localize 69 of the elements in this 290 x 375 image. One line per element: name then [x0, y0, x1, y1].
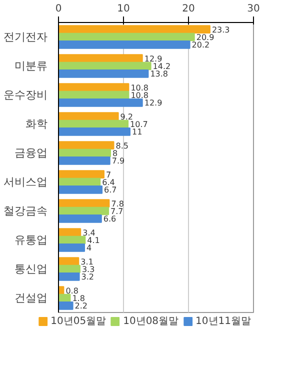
legend-label: 10년11월말 — [196, 315, 251, 328]
data-label: 12.9 — [144, 54, 162, 64]
data-label: 7 — [106, 170, 112, 180]
data-label: 10.8 — [130, 91, 149, 100]
bar — [58, 199, 110, 208]
data-label: 12.9 — [144, 98, 162, 108]
data-label: 0.8 — [66, 286, 78, 296]
bar — [58, 244, 85, 252]
bar — [58, 272, 80, 281]
data-label: 6.6 — [103, 214, 116, 224]
bar — [58, 128, 130, 136]
y-tick-label: 유통업 — [14, 234, 48, 246]
data-label: 8 — [112, 149, 118, 158]
data-label: 20.9 — [196, 33, 214, 42]
data-label: 20.2 — [192, 40, 210, 50]
bar — [58, 98, 143, 107]
bar — [58, 112, 119, 120]
data-label: 3.1 — [80, 257, 94, 266]
bar — [58, 40, 190, 49]
data-label: 23.3 — [212, 25, 230, 34]
x-tick-label: 30 — [247, 4, 260, 14]
bar — [58, 206, 110, 216]
data-label: 6.7 — [104, 186, 117, 195]
data-label: 8.5 — [116, 141, 128, 150]
y-tick-label: 금융업 — [14, 146, 48, 160]
y-tick-label: 서비스업 — [4, 176, 48, 188]
y-tick-label: 철강금속 — [4, 204, 48, 218]
data-label: 7.9 — [112, 156, 125, 166]
x-tick-label: 20 — [182, 4, 195, 14]
bar — [58, 156, 110, 165]
data-label: 1.8 — [72, 294, 85, 303]
bar — [58, 186, 103, 194]
data-label: 13.8 — [150, 70, 168, 79]
x-tick-label: 10 — [117, 4, 130, 14]
y-tick-label: 건설업 — [14, 292, 48, 304]
data-label: 4 — [86, 244, 92, 253]
data-label: 6.4 — [102, 178, 115, 187]
bar — [58, 170, 104, 178]
y-tick-label: 통신업 — [14, 262, 48, 276]
data-label: 3.2 — [81, 272, 94, 282]
data-label: 14.2 — [152, 62, 171, 71]
data-label: 3.3 — [82, 265, 95, 274]
y-tick-label: 운수장비 — [4, 88, 48, 102]
data-label: 9.2 — [120, 112, 134, 122]
bar — [58, 214, 102, 223]
bar — [58, 302, 74, 310]
x-tick-label: 0 — [55, 4, 62, 14]
bar — [58, 70, 149, 78]
bar — [58, 62, 152, 70]
legend-label: 10년05월말 — [50, 315, 106, 328]
data-label: 11 — [132, 128, 142, 137]
bar — [58, 32, 195, 42]
data-label: 7.7 — [110, 207, 124, 216]
data-label: 7.8 — [111, 199, 124, 208]
legend-label: 10년08월말 — [123, 315, 179, 328]
data-label: 4.1 — [87, 236, 100, 245]
bar — [58, 25, 210, 34]
bar — [58, 83, 130, 92]
y-tick-label: 화학 — [26, 118, 48, 130]
bar — [58, 54, 143, 62]
bar — [58, 228, 82, 236]
data-label: 2.2 — [74, 302, 88, 311]
y-tick-label: 전기전자 — [4, 30, 48, 44]
data-label: 10.8 — [130, 83, 149, 92]
bar — [58, 257, 80, 266]
data-label: 10.7 — [130, 120, 148, 129]
bar — [58, 141, 114, 150]
data-label: 3.4 — [82, 228, 96, 238]
y-tick-label: 미분류 — [14, 60, 48, 72]
